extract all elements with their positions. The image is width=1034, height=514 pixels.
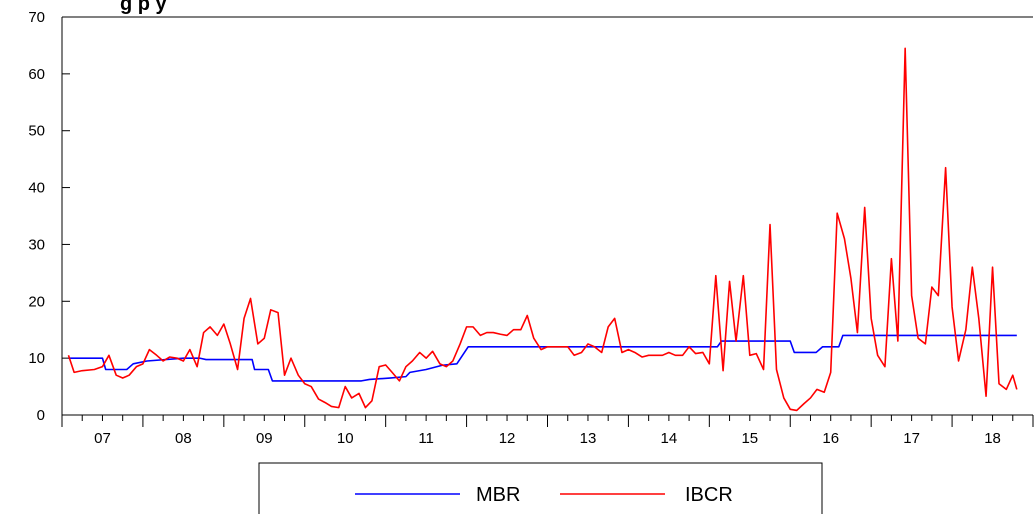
x-tick-label: 17 xyxy=(903,430,920,447)
x-tick-label: 14 xyxy=(661,430,678,447)
plot-frame xyxy=(61,16,1033,416)
series-line-mbr xyxy=(68,334,1017,382)
x-tick-label: 18 xyxy=(984,430,1001,447)
x-axis: 07 08 09 10 11 12 13 14 15 16 17 18 xyxy=(61,415,1034,447)
y-tick-label: 40 xyxy=(28,180,45,197)
x-tick-label: 13 xyxy=(580,430,597,447)
series-line-ibcr xyxy=(67,47,1018,412)
y-tick-label: 50 xyxy=(28,123,45,140)
x-tick-label: 12 xyxy=(499,430,516,447)
x-tick-label: 11 xyxy=(418,430,434,447)
y-axis: 0 10 20 30 40 50 60 70 xyxy=(28,9,70,424)
y-tick-label: 0 xyxy=(37,407,45,424)
x-tick-label: 09 xyxy=(256,430,273,447)
x-tick-label: 10 xyxy=(337,430,354,447)
chart-title: g p y xyxy=(120,0,168,15)
legend-label-mbr: MBR xyxy=(476,484,520,506)
x-tick-label: 15 xyxy=(741,430,758,447)
legend-label-ibcr: IBCR xyxy=(685,484,733,506)
y-tick-label: 20 xyxy=(28,293,45,310)
x-tick-label: 16 xyxy=(822,430,839,447)
y-tick-label: 60 xyxy=(28,66,45,83)
legend-box xyxy=(258,462,823,514)
x-tick-label: 08 xyxy=(175,430,192,447)
y-tick-label: 10 xyxy=(28,350,45,367)
series-layer xyxy=(67,47,1018,412)
legend: MBR IBCR xyxy=(258,462,823,514)
y-tick-label: 30 xyxy=(28,236,45,253)
y-tick-label: 70 xyxy=(28,9,45,26)
x-tick-label: 07 xyxy=(94,430,111,447)
